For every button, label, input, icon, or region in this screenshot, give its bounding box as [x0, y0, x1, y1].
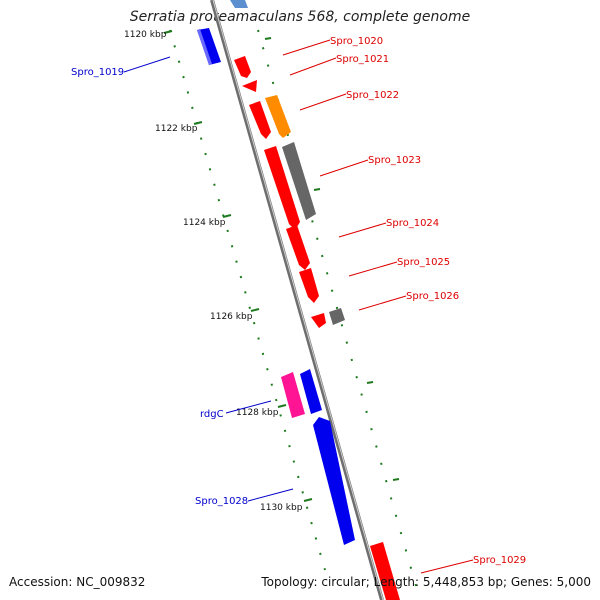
scale-label-1128: 1128 kbp — [236, 408, 279, 418]
label-spro-1025[interactable]: Spro_1025 — [397, 257, 450, 268]
label-rdgc[interactable]: rdgC — [200, 409, 224, 420]
scale-label-1122: 1122 kbp — [155, 124, 198, 134]
scale-label-1130: 1130 kbp — [260, 503, 303, 513]
gene-spro-1021 — [242, 80, 257, 92]
label-spro-1022[interactable]: Spro_1022 — [346, 90, 399, 101]
gene-spro-1024 — [286, 225, 310, 270]
gene-spro-1020 — [234, 56, 251, 78]
scale-label-1124: 1124 kbp — [183, 218, 226, 228]
label-spro-1024[interactable]: Spro_1024 — [386, 218, 439, 229]
label-spro-1029[interactable]: Spro_1029 — [473, 555, 526, 566]
label-spro-1028[interactable]: Spro_1028 — [195, 496, 248, 507]
gene-spro-1019 — [197, 28, 221, 65]
genome-backbone-highlight — [212, 0, 384, 600]
accession-text: Accession: NC_009832 — [9, 575, 146, 589]
genome-summary-text: Topology: circular; Length: 5,448,853 bp… — [261, 575, 591, 589]
gene-spro-1025 — [299, 268, 319, 303]
label-spro-1019[interactable]: Spro_1019 — [71, 67, 124, 78]
genome-backbone — [210, 0, 384, 600]
label-spro-1026[interactable]: Spro_1026 — [406, 291, 459, 302]
gene-rdgc — [281, 372, 305, 418]
gene-spro-1022 — [265, 95, 291, 138]
gene-spro-1029 — [370, 542, 400, 600]
gene-spro-1028 — [313, 417, 355, 545]
label-spro-1021[interactable]: Spro_1021 — [336, 54, 389, 65]
gene-spro-1026 — [311, 313, 326, 328]
label-spro-1020[interactable]: Spro_1020 — [330, 36, 383, 47]
label-spro-1023[interactable]: Spro_1023 — [368, 155, 421, 166]
inner-tick-track — [169, 29, 326, 571]
scale-label-1120: 1120 kbp — [124, 30, 167, 40]
gene-spro-1023 — [282, 142, 316, 220]
gene-partial-top — [230, 0, 248, 8]
scale-label-1126: 1126 kbp — [210, 312, 253, 322]
